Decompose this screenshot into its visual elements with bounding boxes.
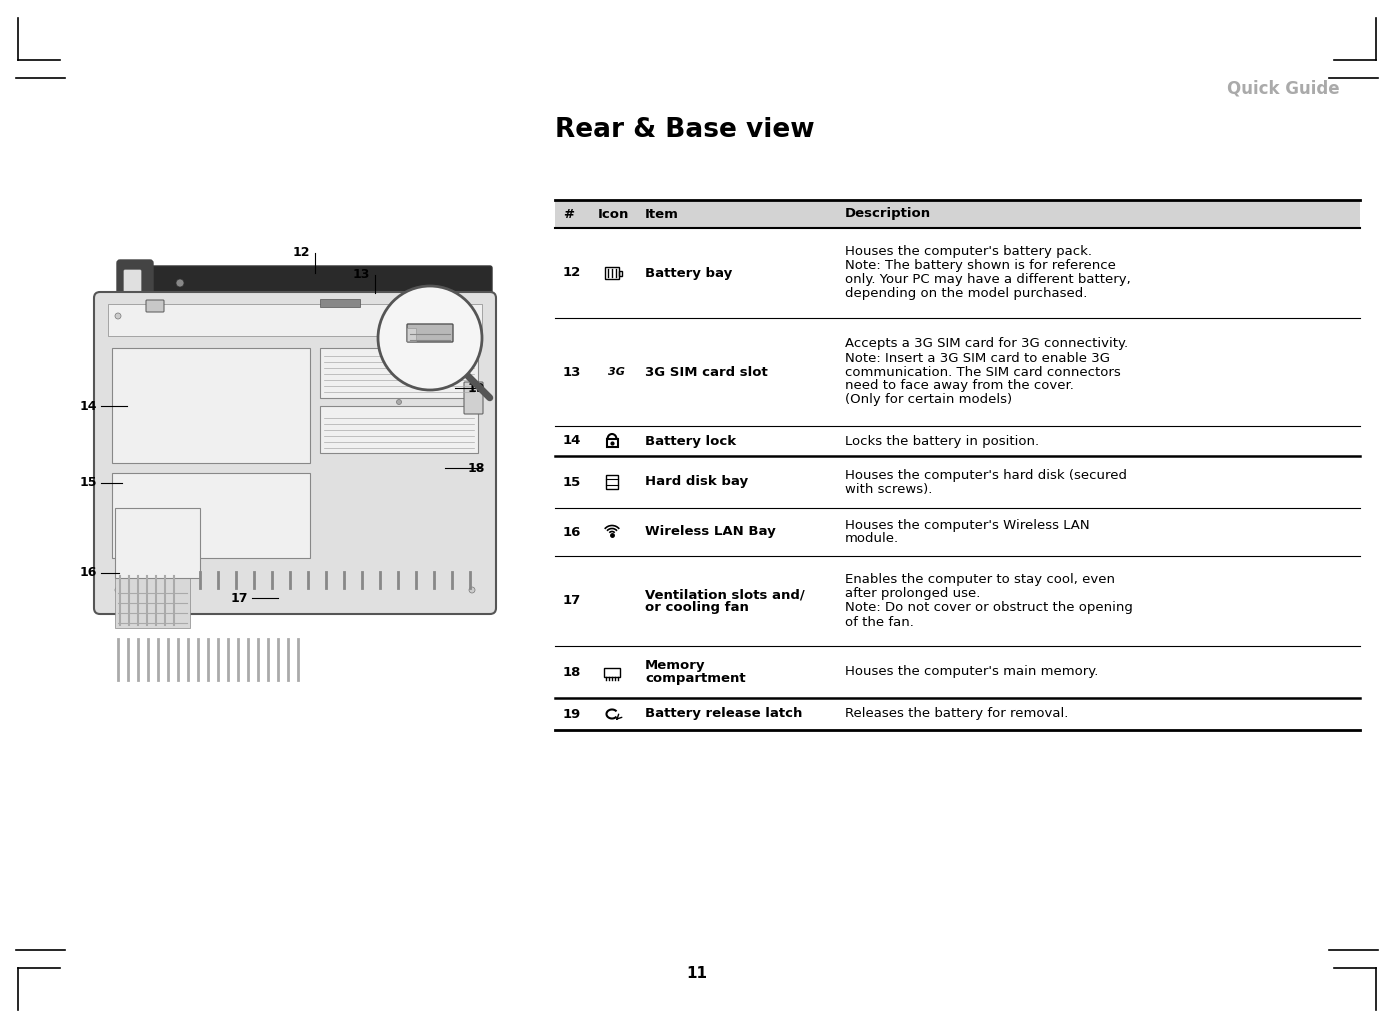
Text: 18: 18 [467, 462, 485, 475]
Bar [112, 473, 309, 558]
Text: 12: 12 [293, 247, 309, 259]
Text: Description: Description [845, 208, 931, 220]
Text: module.: module. [845, 533, 899, 546]
Text: #: # [563, 208, 574, 220]
Text: Battery release latch: Battery release latch [645, 707, 803, 721]
Text: Houses the computer's main memory.: Houses the computer's main memory. [845, 665, 1098, 678]
Text: 14: 14 [79, 400, 98, 412]
Text: 15: 15 [79, 477, 98, 489]
Text: compartment: compartment [645, 672, 746, 685]
Bar [107, 304, 482, 336]
Text: Item: Item [645, 208, 679, 220]
Text: after prolonged use.: after prolonged use. [845, 587, 980, 600]
Text: 13: 13 [563, 366, 581, 378]
Bar [321, 406, 478, 453]
Circle shape [378, 286, 482, 390]
Bar [321, 299, 360, 307]
Text: 14: 14 [563, 435, 581, 447]
Text: Memory: Memory [645, 659, 705, 672]
Text: communication. The SIM card connectors: communication. The SIM card connectors [845, 366, 1121, 378]
Text: 19: 19 [563, 707, 581, 721]
Text: Ventilation slots and/: Ventilation slots and/ [645, 588, 804, 601]
Text: Houses the computer's battery pack.: Houses the computer's battery pack. [845, 246, 1092, 258]
Text: 17: 17 [230, 591, 248, 604]
Text: Houses the computer's hard disk (secured: Houses the computer's hard disk (secured [845, 469, 1126, 481]
Bar [555, 200, 1361, 228]
Text: 19: 19 [467, 381, 485, 395]
Text: 11: 11 [686, 965, 708, 981]
FancyBboxPatch shape [407, 329, 417, 341]
Bar [606, 439, 618, 447]
Bar [114, 573, 190, 628]
Text: Note: The battery shown is for reference: Note: The battery shown is for reference [845, 259, 1115, 272]
Bar [112, 348, 309, 463]
Circle shape [114, 313, 121, 319]
Bar [605, 267, 619, 279]
Text: of the fan.: of the fan. [845, 616, 914, 628]
Text: Battery bay: Battery bay [645, 266, 732, 280]
Text: 3G SIM card slot: 3G SIM card slot [645, 366, 768, 378]
FancyBboxPatch shape [93, 292, 496, 614]
Text: with screws).: with screws). [845, 482, 933, 495]
FancyBboxPatch shape [464, 382, 482, 414]
Text: need to face away from the cover.: need to face away from the cover. [845, 379, 1073, 393]
FancyBboxPatch shape [117, 260, 153, 306]
Text: Battery lock: Battery lock [645, 435, 736, 447]
FancyBboxPatch shape [124, 270, 141, 296]
Text: Locks the battery in position.: Locks the battery in position. [845, 435, 1039, 447]
Text: 18: 18 [563, 665, 581, 678]
Text: Rear & Base view: Rear & Base view [555, 117, 814, 143]
Circle shape [468, 313, 475, 319]
Text: Releases the battery for removal.: Releases the battery for removal. [845, 707, 1068, 721]
Text: 16: 16 [79, 566, 98, 580]
Circle shape [468, 587, 475, 593]
FancyBboxPatch shape [407, 324, 453, 342]
Text: 16: 16 [563, 525, 581, 539]
Circle shape [176, 279, 184, 287]
Text: 12: 12 [563, 266, 581, 280]
Text: Accepts a 3G SIM card for 3G connectivity.: Accepts a 3G SIM card for 3G connectivit… [845, 337, 1128, 351]
Text: Quick Guide: Quick Guide [1227, 79, 1340, 97]
Text: only. Your PC may have a different battery,: only. Your PC may have a different batte… [845, 273, 1131, 287]
Text: Enables the computer to stay cool, even: Enables the computer to stay cool, even [845, 574, 1115, 587]
Text: Wireless LAN Bay: Wireless LAN Bay [645, 525, 775, 539]
Bar [321, 348, 478, 398]
Text: 17: 17 [563, 594, 581, 608]
Text: Hard disk bay: Hard disk bay [645, 476, 749, 488]
FancyBboxPatch shape [146, 300, 164, 313]
Bar [606, 475, 618, 489]
Bar [619, 270, 622, 276]
Text: Houses the computer's Wireless LAN: Houses the computer's Wireless LAN [845, 518, 1090, 531]
Text: 3G: 3G [608, 367, 625, 377]
Text: depending on the model purchased.: depending on the model purchased. [845, 288, 1087, 300]
Text: Note: Insert a 3G SIM card to enable 3G: Note: Insert a 3G SIM card to enable 3G [845, 352, 1110, 365]
Text: (Only for certain models): (Only for certain models) [845, 394, 1012, 406]
Text: or cooling fan: or cooling fan [645, 601, 749, 614]
Bar [114, 508, 199, 578]
FancyBboxPatch shape [138, 266, 492, 300]
Circle shape [396, 400, 401, 404]
Circle shape [114, 587, 121, 593]
Text: Note: Do not cover or obstruct the opening: Note: Do not cover or obstruct the openi… [845, 601, 1133, 615]
Text: Icon: Icon [598, 208, 629, 220]
Bar [604, 667, 620, 676]
Text: 15: 15 [563, 476, 581, 488]
Text: 13: 13 [353, 268, 369, 282]
